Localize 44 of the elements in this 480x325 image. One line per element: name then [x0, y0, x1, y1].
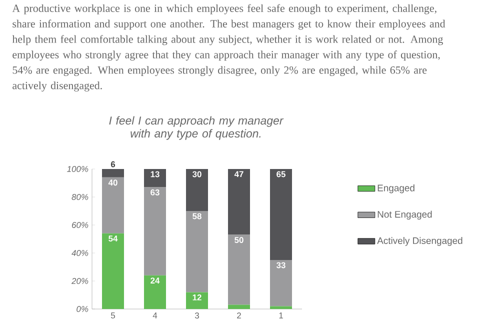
y-tick-label: 20% [71, 278, 88, 284]
y-tick-label: 60% [72, 222, 88, 228]
legend-label: Engaged [378, 184, 414, 194]
bar [270, 260, 292, 306]
data-label: 40 [108, 180, 118, 186]
text: A productive workplace is one in which employees feel safe enough to experiment, challenge, share information and support one another. The best managers get to know their employees and help them feel comfortable talking about any subject, whether it is work related or not. Among employees who strongly agree that they can approach their manager with any type of question, 54% are engaged. When employees strongly disagree, only 2% are engaged, while 65% are actively disengaged. [12, 4, 446, 92]
bar [102, 177, 124, 234]
bar [270, 306, 292, 309]
data-label: 24 [150, 278, 160, 284]
data-label: 12 [192, 294, 202, 300]
bar [228, 234, 250, 305]
data-label: 58 [192, 213, 202, 220]
bar [102, 233, 124, 309]
legend-label: Not Engaged [378, 210, 432, 220]
bar [186, 292, 208, 309]
data-label: 13 [150, 171, 160, 178]
data-label: 33 [276, 262, 286, 268]
x-tick-label: 1 [279, 312, 283, 318]
bar [270, 169, 292, 260]
x-tick-label: 2 [237, 312, 241, 318]
chart-title: I feel I can approach my manager with any type of question. [109, 116, 284, 140]
bar [144, 169, 166, 188]
x-tick-label: 4 [152, 312, 158, 318]
bar [228, 304, 250, 309]
data-label: 63 [150, 189, 160, 196]
bar [144, 275, 166, 309]
data-label: 50 [234, 237, 244, 243]
legend-label: Actively Disengaged [377, 237, 462, 246]
x-tick-label: 3 [194, 312, 199, 319]
y-tick-label: 80% [72, 194, 88, 200]
y-tick-label: 40% [72, 250, 88, 256]
y-tick-label: 0% [76, 306, 88, 312]
bar [102, 169, 124, 178]
data-label: 54 [108, 236, 118, 242]
bar [186, 211, 208, 292]
y-tick-label: 100% [67, 166, 88, 172]
data-label: 6 [110, 161, 116, 168]
bar [228, 169, 250, 235]
x-tick-label: 5 [110, 312, 116, 318]
data-label: 47 [234, 171, 244, 178]
bar [186, 169, 208, 211]
data-label: 65 [276, 171, 286, 178]
bar [144, 187, 166, 276]
data-label: 30 [192, 171, 202, 178]
